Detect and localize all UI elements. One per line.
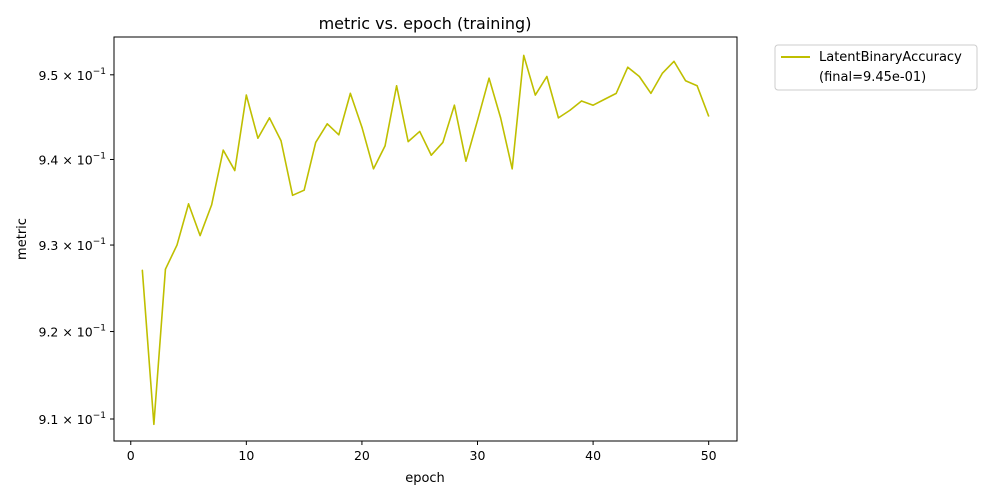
y-tick-label: 9.2 × 10−1 <box>39 324 107 340</box>
x-tick-label: 50 <box>701 448 717 463</box>
series-line <box>141 54 710 426</box>
data-point <box>234 169 236 172</box>
y-axis-label: metric <box>15 218 30 260</box>
data-point <box>222 149 224 151</box>
data-point <box>176 244 178 246</box>
data-point <box>580 100 583 102</box>
data-point <box>708 115 710 117</box>
data-point <box>361 126 363 128</box>
data-point <box>384 145 386 147</box>
y-tick-label: 9.1 × 10−1 <box>39 411 107 427</box>
data-point <box>442 141 444 144</box>
x-axis: 0 10 20 30 40 50 <box>127 441 717 463</box>
legend-box <box>774 44 978 91</box>
data-point <box>268 117 271 119</box>
data-point <box>592 104 594 106</box>
series-layer <box>141 54 710 426</box>
data-point <box>627 66 629 68</box>
data-point <box>326 123 328 125</box>
data-point <box>523 54 525 57</box>
y-tick-label: 9.3 × 10−1 <box>39 237 107 253</box>
data-point <box>199 234 201 237</box>
data-point <box>257 137 259 139</box>
data-point <box>569 109 571 111</box>
y-axis: 9.1 × 10−1 9.2 × 10−1 9.3 × 10−1 9.4 × 10−1… <box>39 67 114 427</box>
data-point <box>211 204 213 206</box>
data-point <box>638 75 640 78</box>
data-point <box>164 268 167 270</box>
legend-series-name: LatentBinaryAccuracy <box>819 50 962 65</box>
data-point <box>372 168 375 170</box>
data-point <box>396 85 398 87</box>
plot-frame <box>113 36 738 442</box>
data-point <box>291 194 294 196</box>
x-tick-label: 30 <box>470 448 486 463</box>
legend-final-note: (final=9.45e-01) <box>819 70 926 85</box>
data-point <box>141 269 143 271</box>
data-point <box>407 141 409 143</box>
chart-title: metric vs. epoch (training) <box>319 14 532 33</box>
data-point <box>453 104 455 106</box>
data-point <box>684 80 687 82</box>
data-point <box>476 119 479 122</box>
data-point <box>650 92 652 94</box>
data-point <box>153 423 155 425</box>
data-point <box>661 72 664 74</box>
data-point <box>245 94 247 96</box>
data-point <box>488 77 490 79</box>
data-point <box>557 117 560 119</box>
data-point <box>303 189 305 191</box>
data-point <box>430 154 432 156</box>
data-point <box>280 140 282 142</box>
data-point <box>534 94 536 96</box>
x-tick-label: 10 <box>238 448 254 463</box>
data-point <box>673 60 675 62</box>
x-tick-label: 40 <box>585 448 601 463</box>
x-axis-label: epoch <box>405 471 445 486</box>
data-point <box>696 85 698 87</box>
data-point <box>546 75 548 78</box>
data-point <box>187 203 190 205</box>
y-tick-label: 9.4 × 10−1 <box>39 151 107 167</box>
data-point <box>338 134 340 136</box>
data-point <box>419 130 421 133</box>
x-tick-label: 20 <box>354 448 370 463</box>
data-point <box>465 160 467 162</box>
data-point <box>315 141 317 144</box>
data-point <box>500 117 502 119</box>
legend: LatentBinaryAccuracy (final=9.45e-01) <box>774 44 978 91</box>
y-tick-label: 9.5 × 10−1 <box>39 67 107 83</box>
data-point <box>349 92 351 94</box>
data-point <box>511 168 513 170</box>
x-tick-label: 0 <box>127 448 135 463</box>
data-point <box>615 92 617 94</box>
data-point <box>604 98 606 100</box>
